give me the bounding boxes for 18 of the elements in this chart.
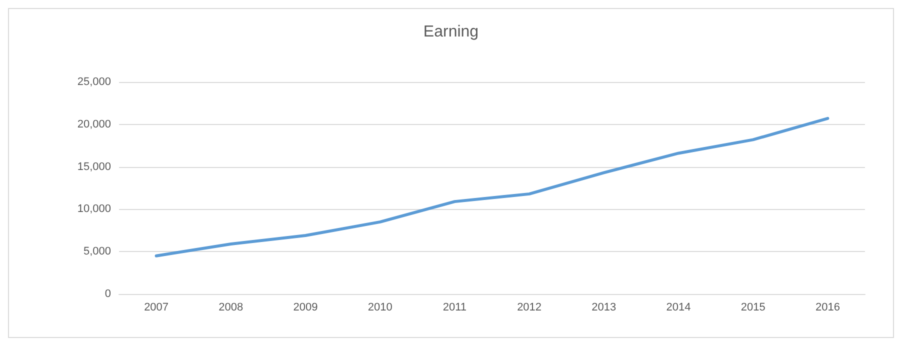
y-tick-label: 10,000 <box>77 203 111 216</box>
y-tick-label: 15,000 <box>77 160 111 173</box>
x-tick-label: 2007 <box>144 302 169 314</box>
x-tick-label: 2010 <box>368 302 392 314</box>
line-series <box>154 116 830 258</box>
y-tick-label: 5,000 <box>83 246 111 258</box>
y-tick-label: 20,000 <box>77 118 111 130</box>
x-tick-label: 2012 <box>517 302 542 314</box>
y-tick-label: 25,000 <box>77 76 111 88</box>
chart-title: Earning <box>423 24 479 40</box>
x-tick-label: 2011 <box>442 302 467 314</box>
x-tick-label: 2015 <box>740 302 766 314</box>
x-tick-label: 2016 <box>815 302 840 314</box>
x-tick-label: 2014 <box>666 302 691 314</box>
x-tick-label: 2013 <box>592 302 616 314</box>
y-tick-label: 0 <box>104 288 111 300</box>
x-tick-label: 2008 <box>218 302 244 314</box>
x-tick-label: 2009 <box>293 302 318 314</box>
